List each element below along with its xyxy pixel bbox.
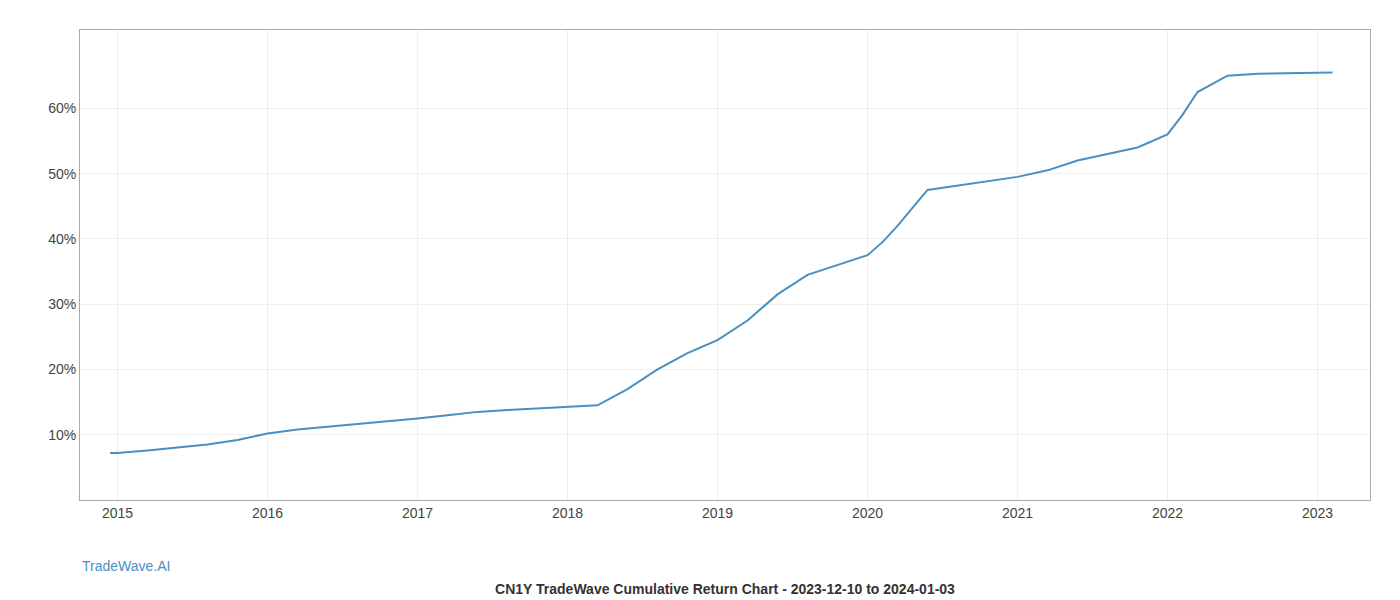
svg-text:2023: 2023: [1302, 505, 1333, 521]
svg-text:10%: 10%: [48, 427, 76, 443]
svg-text:30%: 30%: [48, 296, 76, 312]
svg-text:TradeWave.AI: TradeWave.AI: [82, 558, 170, 574]
svg-text:2018: 2018: [552, 505, 583, 521]
svg-text:40%: 40%: [48, 231, 76, 247]
svg-text:60%: 60%: [48, 100, 76, 116]
svg-text:50%: 50%: [48, 166, 76, 182]
svg-text:2015: 2015: [102, 505, 133, 521]
svg-text:20%: 20%: [48, 361, 76, 377]
svg-text:CN1Y TradeWave Cumulative Retu: CN1Y TradeWave Cumulative Return Chart -…: [495, 581, 955, 597]
svg-text:2021: 2021: [1002, 505, 1033, 521]
svg-text:2016: 2016: [252, 505, 283, 521]
svg-text:2017: 2017: [402, 505, 433, 521]
svg-text:2019: 2019: [702, 505, 733, 521]
svg-text:2022: 2022: [1152, 505, 1183, 521]
svg-text:2020: 2020: [852, 505, 883, 521]
